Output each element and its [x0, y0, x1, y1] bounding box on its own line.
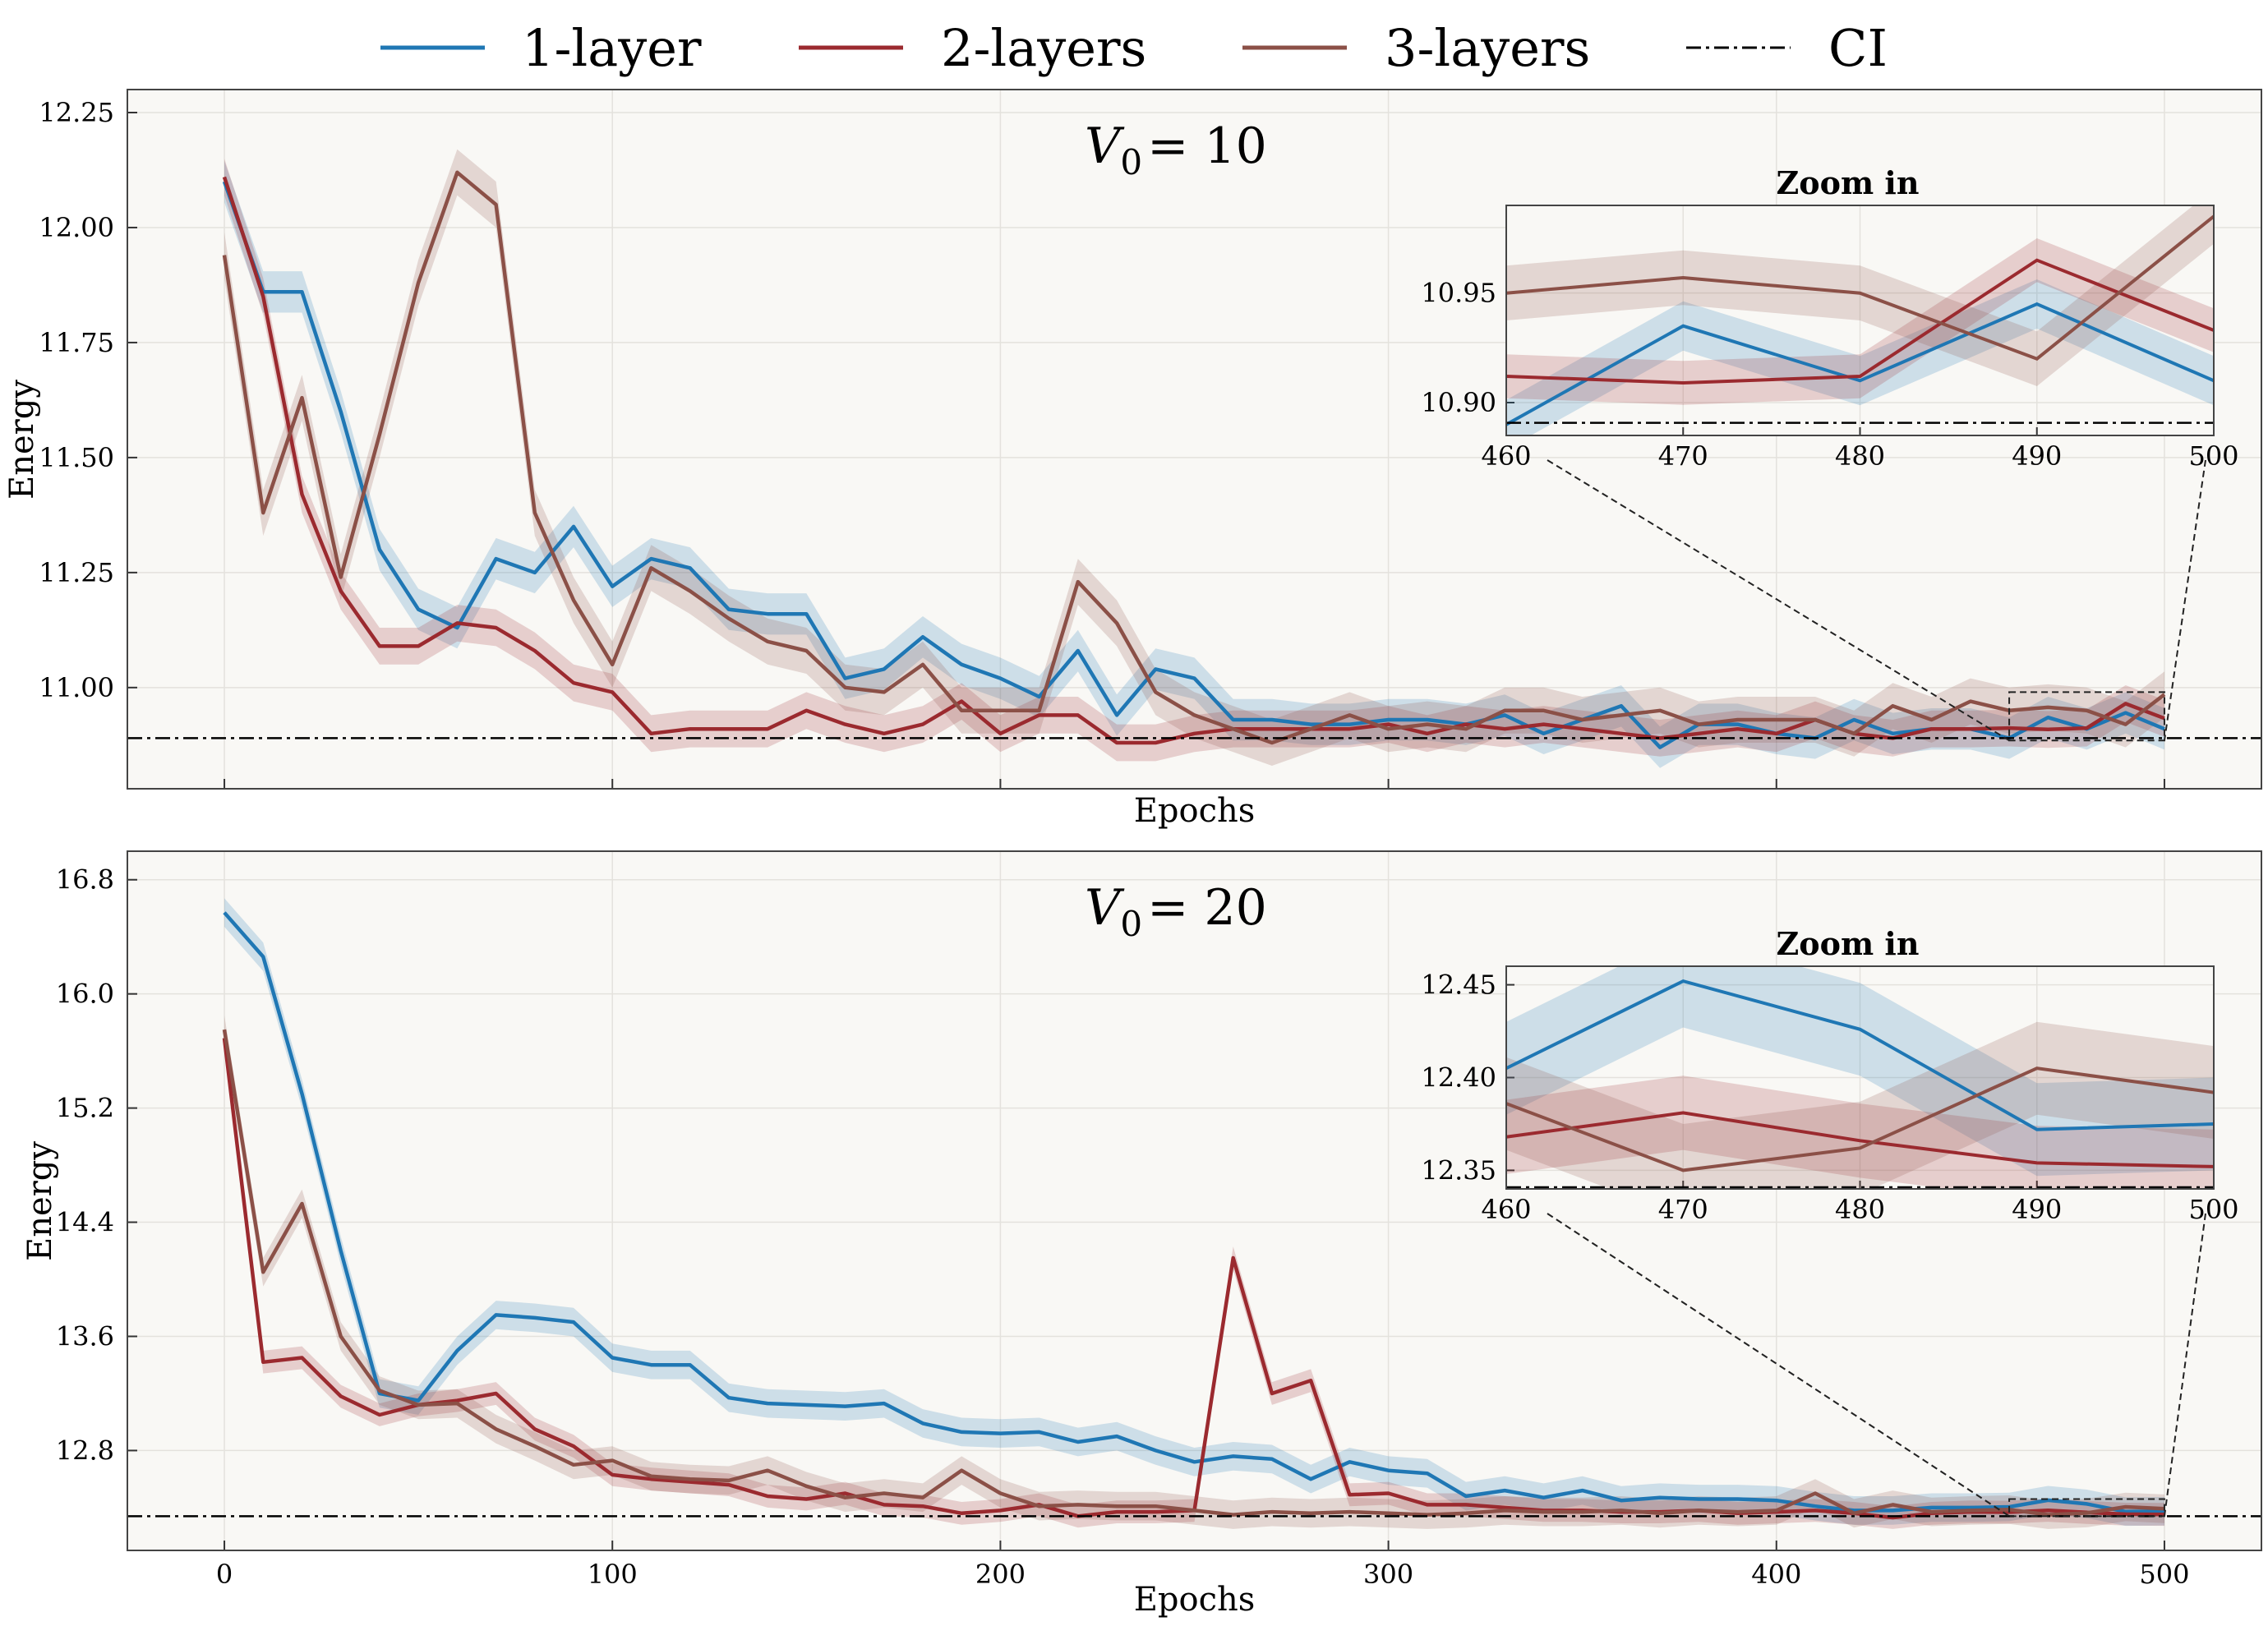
x-tick-label: 500 — [2139, 1559, 2189, 1590]
inset-x-tick-label: 490 — [2012, 1194, 2062, 1225]
zoom-inset: 12.35 12.40 12.45 460 470 480 490 500 Zoom in — [1421, 925, 2238, 1225]
series-line-3-layers — [222, 170, 2166, 745]
y-axis-label: Energy — [21, 1141, 59, 1261]
x-tick-label: 0 — [216, 1559, 233, 1590]
zoom-source-box — [2008, 691, 2165, 742]
inset-y-tick-label: 12.35 — [1421, 1154, 1496, 1186]
inset-series-line-2-layers — [1506, 1111, 2214, 1168]
y-tick-label: 12.00 — [39, 212, 114, 243]
zoom-connector-right — [2163, 1213, 2206, 1517]
inset-x-tick-label: 500 — [2188, 1194, 2238, 1225]
inset-band-3-layers — [1506, 205, 2214, 386]
inset-x-tick-label: 480 — [1835, 440, 1885, 472]
y-tick-label: 12.25 — [39, 97, 114, 128]
series-line-1-layer — [223, 911, 2165, 1514]
x-tick-label: 400 — [1751, 1559, 1801, 1590]
inset-band-1-layer — [1506, 279, 2214, 435]
inset-series-line-3-layers — [1506, 214, 2214, 361]
y-tick-label: 11.50 — [39, 442, 114, 473]
inset-title: Zoom in — [1777, 925, 1920, 962]
legend-label-2-layers: 2-layers — [941, 18, 1146, 78]
y-tick-label: 11.25 — [39, 557, 114, 588]
y-tick-label: 13.6 — [56, 1320, 114, 1352]
inset-band-1-layer — [1506, 966, 2214, 1177]
inset-series-line-3-layers — [1506, 1066, 2214, 1172]
inset-y-tick-label: 12.40 — [1421, 1062, 1496, 1094]
inset-series-line-1-layer — [1506, 302, 2214, 426]
y-tick-label: 16.8 — [56, 864, 114, 896]
inset-x-tick-label: 480 — [1835, 1194, 1885, 1225]
inset-y-tick-label: 10.90 — [1421, 387, 1496, 418]
x-tick-label: 100 — [588, 1559, 638, 1590]
zoom-source-box — [2008, 1498, 2165, 1518]
y-tick-label: 11.75 — [39, 327, 114, 358]
y-tick-label: 15.2 — [56, 1093, 114, 1124]
band-1-layer — [224, 898, 2164, 1527]
potential-annotation: V0 = 10 — [1085, 117, 1267, 182]
legend: 1-layer 2-layers 3-layers CI — [380, 18, 1888, 78]
inset-band-3-layers — [1506, 1021, 2214, 1189]
inset-x-tick-label: 460 — [1481, 440, 1531, 472]
series-line-3-layers — [222, 1029, 2165, 1517]
plot-area — [127, 851, 2261, 1550]
zoom-connector-right — [2163, 459, 2206, 741]
inset-band-2-layers — [1506, 1076, 2214, 1189]
plot-frame — [127, 89, 2262, 790]
legend-label-ci: CI — [1828, 18, 1888, 78]
inset-x-tick-label: 460 — [1481, 1194, 1531, 1225]
x-tick-label: 200 — [975, 1559, 1026, 1590]
chart-panel-v0-10: 11.00 11.25 11.50 11.75 12.00 12.25 V0 = 10 Epoc… — [3, 89, 2262, 830]
chart-panel-v0-20: 0 100 200 300 400 500 12.8 13.6 14.4 15.2 16.0 16.8… — [21, 850, 2262, 1619]
y-tick-label: 12.8 — [56, 1435, 114, 1466]
inset-frame — [1505, 965, 2215, 1190]
inset-y-tick-label: 12.45 — [1421, 970, 1496, 1001]
inset-series-line-2-layers — [1506, 258, 2214, 385]
x-tick-label: 300 — [1363, 1559, 1413, 1590]
y-tick-label: 14.4 — [56, 1207, 114, 1238]
zoom-connector-left — [1547, 1213, 2010, 1518]
legend-label-3-layers: 3-layers — [1385, 18, 1590, 78]
inset-y-tick-label: 10.95 — [1421, 278, 1496, 309]
y-tick-label: 11.00 — [39, 672, 114, 703]
inset-band-2-layers — [1506, 238, 2214, 405]
inset-series-line-1-layer — [1506, 979, 2214, 1131]
zoom-connector-left — [1547, 459, 2010, 742]
inset-frame — [1505, 205, 2215, 436]
inset-title: Zoom in — [1777, 164, 1920, 201]
inset-x-tick-label: 470 — [1658, 440, 1708, 472]
series-line-1-layer — [222, 181, 2165, 749]
x-axis-label: Epochs — [1134, 792, 1256, 830]
x-axis-label: Epochs — [1134, 1581, 1256, 1619]
plot-frame — [127, 850, 2262, 1551]
band-3-layers — [224, 149, 2164, 767]
inset-x-tick-label: 500 — [2188, 440, 2238, 472]
y-axis-label: Energy — [3, 380, 41, 500]
y-tick-label: 16.0 — [56, 979, 114, 1010]
potential-annotation: V0 = 20 — [1085, 879, 1267, 944]
inset-x-tick-label: 490 — [2012, 440, 2062, 472]
zoom-inset: 10.90 10.95 460 470 480 490 500 Zoom in — [1421, 164, 2238, 472]
inset-x-tick-label: 470 — [1658, 1194, 1708, 1225]
legend-label-1-layer: 1-layer — [522, 18, 702, 78]
